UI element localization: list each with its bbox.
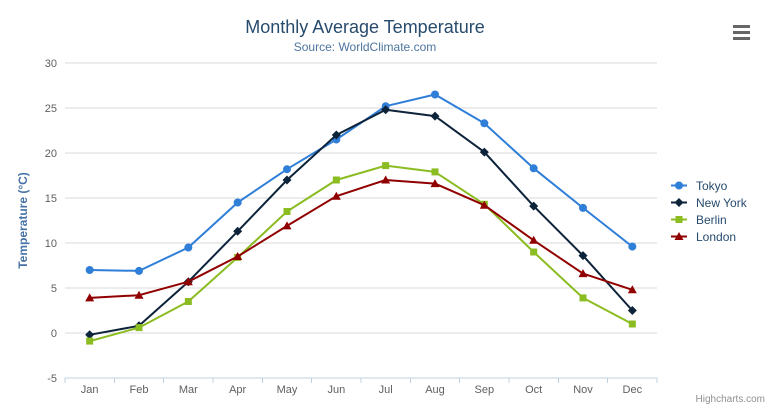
export-menu-button[interactable]: [730, 19, 760, 45]
point-tokyo-4[interactable]: [283, 165, 291, 174]
y-tick-label: 10: [45, 238, 57, 250]
gridlines: [65, 62, 657, 379]
point-london-6[interactable]: [381, 175, 391, 184]
point-london-5[interactable]: [331, 191, 341, 200]
x-tick-label: Aug: [425, 384, 445, 396]
legend-item-berlin[interactable]: Berlin: [671, 211, 747, 228]
credits-link[interactable]: Highcharts.com: [695, 394, 765, 405]
point-tokyo-0[interactable]: [85, 266, 94, 274]
point-tokyo-11[interactable]: [628, 242, 637, 251]
point-berlin-0[interactable]: [86, 337, 94, 345]
point-tokyo-8[interactable]: [480, 119, 489, 128]
square-icon: [675, 216, 683, 223]
point-new-york-11[interactable]: [627, 306, 637, 315]
legend-label: Tokyo: [696, 178, 728, 193]
legend-marker-circle-icon: [671, 181, 687, 190]
point-new-york-7[interactable]: [430, 111, 440, 121]
point-tokyo-1[interactable]: [135, 266, 143, 275]
point-berlin-6[interactable]: [382, 162, 390, 170]
point-berlin-5[interactable]: [332, 176, 340, 184]
point-berlin-1[interactable]: [135, 324, 143, 332]
y-axis-labels: -5 0 5 10 15 20 25 30: [45, 58, 57, 385]
legend-marker-triangle-icon: [671, 232, 687, 240]
y-tick-label: 25: [45, 103, 57, 115]
point-tokyo-3[interactable]: [233, 198, 242, 207]
point-london-7[interactable]: [430, 179, 440, 188]
x-tick-label: Sep: [475, 384, 495, 396]
point-new-york-5[interactable]: [331, 130, 341, 140]
point-london-4[interactable]: [282, 221, 292, 230]
legend-marker-square-icon: [671, 216, 687, 223]
point-berlin-11[interactable]: [628, 320, 636, 328]
point-london-10[interactable]: [578, 269, 588, 278]
point-new-york-9[interactable]: [529, 201, 539, 211]
y-tick-label: 30: [45, 58, 57, 70]
point-london-8[interactable]: [479, 200, 489, 209]
circle-icon: [675, 181, 683, 190]
point-new-york-3[interactable]: [233, 226, 243, 236]
line-berlin: [88, 164, 634, 343]
y-axis-title: Temperature (°C): [16, 172, 30, 269]
series-tokyo: [85, 90, 637, 275]
x-tick-label: Feb: [130, 384, 149, 396]
y-tick-label: -5: [47, 373, 57, 385]
point-tokyo-2[interactable]: [184, 243, 193, 252]
point-new-york-0[interactable]: [85, 330, 95, 340]
legend-marker-diamond-icon: [671, 198, 687, 207]
point-tokyo-9[interactable]: [529, 164, 538, 173]
legend: Tokyo New York Berlin London: [671, 177, 747, 245]
x-axis-labels: Jan Feb Mar Apr May Jun Jul Aug Sep Oct Nov Dec: [81, 384, 643, 396]
line-new-york: [88, 108, 634, 336]
chart-subtitle: Source: WorldClimate.com: [293, 40, 437, 54]
x-tick-label: Jun: [327, 384, 345, 396]
x-tick-label: Dec: [623, 384, 643, 396]
point-new-york-6[interactable]: [381, 105, 391, 115]
legend-item-new-york[interactable]: New York: [671, 194, 747, 211]
point-new-york-10[interactable]: [578, 251, 588, 261]
point-tokyo-10[interactable]: [579, 203, 587, 212]
point-berlin-7[interactable]: [431, 168, 439, 176]
point-berlin-4[interactable]: [283, 208, 291, 215]
point-berlin-10[interactable]: [579, 294, 587, 302]
series-london: [85, 175, 637, 302]
triangle-icon: [674, 232, 684, 240]
line-tokyo: [88, 93, 634, 272]
series-new-york: [85, 105, 637, 340]
y-tick-label: 20: [45, 148, 57, 160]
x-tick-label: Mar: [179, 384, 198, 396]
point-london-3[interactable]: [233, 252, 243, 260]
point-london-11[interactable]: [627, 285, 637, 294]
x-tick-label: Nov: [573, 384, 593, 396]
point-berlin-2[interactable]: [184, 298, 192, 305]
legend-label: London: [696, 229, 737, 244]
point-new-york-8[interactable]: [479, 147, 489, 157]
point-new-york-4[interactable]: [282, 175, 292, 185]
legend-label: New York: [696, 195, 747, 210]
y-tick-label: 5: [51, 283, 57, 295]
point-tokyo-7[interactable]: [431, 90, 439, 99]
x-tick-label: Jan: [81, 384, 99, 396]
y-tick-label: 15: [45, 193, 57, 205]
x-tick-label: Oct: [525, 384, 542, 396]
legend-item-tokyo[interactable]: Tokyo: [671, 177, 747, 194]
point-berlin-9[interactable]: [530, 248, 538, 256]
line-london: [88, 179, 634, 299]
diamond-icon: [674, 198, 684, 207]
point-london-9[interactable]: [529, 235, 539, 244]
legend-label: Berlin: [696, 212, 727, 227]
chart-title: Monthly Average Temperature: [245, 17, 485, 37]
y-tick-label: 0: [51, 328, 57, 340]
point-london-1[interactable]: [134, 290, 144, 299]
x-tick-label: May: [277, 384, 298, 396]
x-tick-label: Apr: [229, 384, 246, 396]
x-tick-label: Jul: [379, 384, 393, 396]
point-london-2[interactable]: [183, 277, 193, 286]
legend-item-london[interactable]: London: [671, 228, 747, 245]
point-london-0[interactable]: [85, 293, 95, 302]
x-axis: [64, 377, 658, 383]
